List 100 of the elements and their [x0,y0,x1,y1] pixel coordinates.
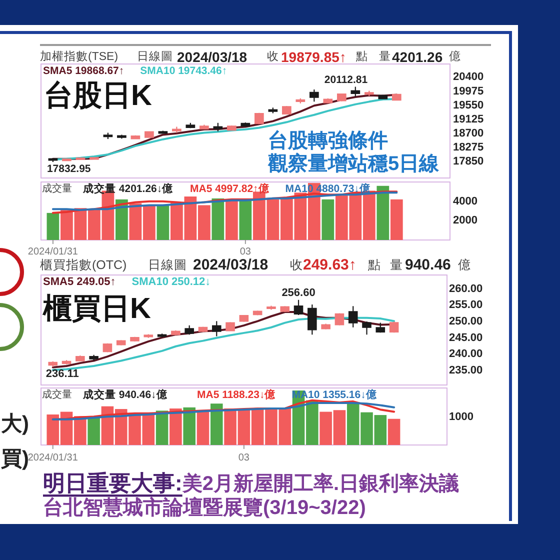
series-label: MA5 1188.23↓億 [197,388,277,401]
annotation: 4201.26 [392,49,443,65]
text: 2024/03/18 [193,256,268,274]
candlestick [254,112,264,125]
y-tick-label: 17850 [453,155,484,168]
annotation: 台股轉強條件 [268,129,388,152]
y-tick-label: 18700 [453,127,484,140]
text: 大) [1,412,29,436]
candlestick [226,322,235,332]
bar [212,198,224,240]
candlestick [334,312,344,326]
candlestick [364,90,374,97]
chart-title: 成交量 [42,388,72,400]
candlestick [158,130,168,134]
text: 日線圖 [137,50,173,63]
candlestick [62,158,72,162]
y-tick-label: 20400 [453,71,484,84]
bar [225,199,238,240]
candlestick [102,342,112,353]
candlestick [76,354,85,362]
text: 日線圖 [148,258,187,272]
candlestick [268,107,278,114]
candlestick [117,134,126,140]
text: SMA10 19743.46↑ [140,65,228,77]
y-tick-label: 19975 [453,85,484,98]
annotation: 成交量 940.46↓億 [82,388,168,401]
candlestick [296,98,306,104]
text: 收 [290,258,303,272]
bar [239,200,252,240]
candlestick [336,93,346,102]
text: 億 [458,258,471,272]
y-tick-label: 240.00 [449,348,483,360]
annotation: 236.11 [46,368,79,380]
bar [116,199,128,240]
bar [88,416,100,445]
candlestick [227,124,236,131]
candlestick [309,88,319,102]
candlestick [350,86,360,98]
candlestick [116,340,126,346]
chart-title: 成交量 [42,182,72,194]
candlestick [48,360,58,368]
y-tick-label: 245.00 [449,332,483,344]
candlestick [213,122,223,132]
bar [46,212,60,240]
bar [388,418,400,445]
candlestick [89,354,98,362]
candlestick [240,122,250,128]
text: 量 [390,258,403,272]
x-tick-label: 2024/01/31 [28,452,78,464]
y-tick-label: 19125 [453,113,484,126]
text: 點 [367,258,381,272]
text: SMA5 249.05↑ [43,276,116,288]
candlestick [90,157,99,160]
text: 量 [379,50,391,63]
text: 美2月新屋開工率.日銀利率決議 [181,472,460,495]
annotation: 台股日K [44,80,152,112]
text: 249.63↑ [303,256,356,274]
annotation: 2024/03/18 [177,49,248,65]
candlestick [294,299,304,316]
text: 940.46 [405,256,451,274]
y-tick-label: 2000 [453,214,478,227]
y-tick-label: 250.00 [449,315,483,328]
candlestick [157,333,167,338]
x-tick-label: 03 [238,452,250,464]
text: SMA5 19868.67↑ [43,65,124,77]
candlestick [378,94,388,100]
candlestick [144,130,154,138]
candlestick [280,306,290,313]
candlestick [144,334,154,338]
y-tick-label: 19550 [453,99,484,112]
candlestick [321,323,330,330]
y-tick-label: 235.00 [449,364,483,377]
candlestick [186,122,196,129]
text: 買) [0,448,29,470]
bar [390,199,403,240]
chart-title: 加權指數(TSE) [40,50,118,63]
annotation: 20112.81 [324,74,368,86]
text: 台北智慧城市論壇暨展覽(3/19~3/22) [43,496,366,519]
candlestick [323,98,333,104]
candlestick [171,330,180,336]
annotation: 觀察量增站穩5日線 [267,152,440,175]
candlestick [103,132,113,140]
candlestick [392,93,402,102]
text: 億 [449,49,461,63]
candlestick [130,134,140,140]
text: 1000 [449,411,474,423]
bar [170,408,182,445]
candlestick [130,336,140,342]
series-label: MA5 4997.82↑億 [190,182,270,195]
candlestick [266,305,276,310]
bar [156,205,170,240]
candlestick [200,124,209,130]
annotation: 櫃買日K [42,293,151,325]
candlestick [376,322,386,334]
bar [196,410,210,445]
candlestick [252,310,262,316]
bar [156,410,168,445]
text: 點 [355,50,368,63]
chart-title: 櫃買指數(OTC) [40,258,127,272]
candlestick [212,320,222,337]
